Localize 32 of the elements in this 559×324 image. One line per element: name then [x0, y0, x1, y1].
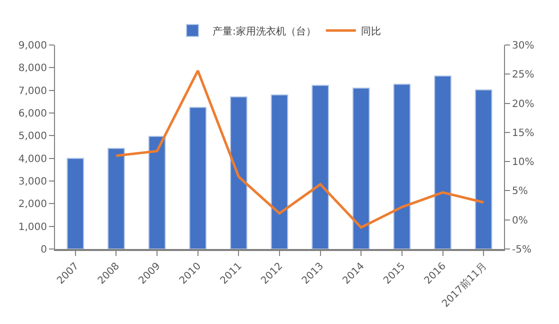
y-tick-label: 7,000: [18, 86, 47, 97]
y2-tick-label: 20%: [512, 98, 534, 110]
legend-label: 产量:家用洗衣机（台）: [212, 25, 316, 38]
y2-tick-label: 5%: [512, 186, 528, 198]
y-tick-label: 8,000: [18, 63, 47, 74]
bar: [66, 158, 84, 249]
y2-tick-label: 0%: [512, 215, 528, 226]
bar: [352, 88, 370, 249]
bar: [312, 84, 329, 249]
y-tick-label: 4,000: [18, 154, 47, 165]
bar: [148, 136, 166, 249]
bar: [434, 76, 452, 249]
y-tick-label: 6,000: [18, 108, 47, 120]
legend-label: 同比: [360, 25, 381, 38]
y-tick-label: 9,000: [18, 40, 47, 52]
bar: [230, 96, 248, 249]
bar: [474, 89, 492, 249]
y-tick-label: 3,000: [18, 176, 47, 188]
bar: [189, 106, 207, 249]
y-tick-label: 5,000: [18, 131, 47, 142]
bar: [270, 94, 288, 249]
y2-tick-label: 30%: [512, 40, 534, 52]
y-tick-label: 2,000: [18, 199, 47, 210]
y2-tick-label: 25%: [512, 70, 534, 81]
bar: [393, 84, 411, 249]
y2-tick-label: -5%: [512, 244, 532, 256]
y2-tick-label: 10%: [512, 157, 534, 168]
bar: [108, 148, 125, 249]
line-series: [114, 69, 485, 229]
y-tick-label: 0: [40, 244, 47, 256]
y-tick-label: 1,000: [18, 222, 47, 233]
y2-tick-label: 15%: [512, 128, 534, 139]
